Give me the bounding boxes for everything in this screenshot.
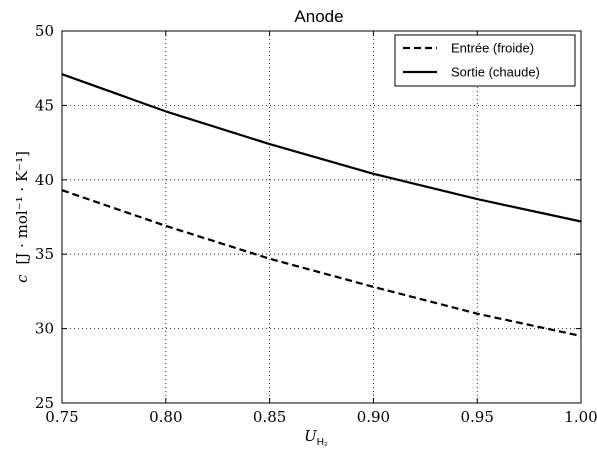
legend: Entrée (froide) Sortie (chaude) xyxy=(394,34,576,87)
y-axis-label: c[J · mol⁻¹ · K⁻¹] xyxy=(13,151,31,283)
legend-label-sortie: Sortie (chaude) xyxy=(451,65,540,80)
x-tick-label: 0.75 xyxy=(45,408,78,426)
plot-area xyxy=(61,30,582,404)
y-tick-label: 50 xyxy=(35,22,54,40)
ticks: 0.75 0.80 0.85 0.90 0.95 1.00 25 30 35 40 45 50 xyxy=(35,22,597,426)
y-tick-label: 45 xyxy=(35,96,54,114)
x-tick-label: 0.95 xyxy=(460,408,493,426)
series-lines xyxy=(61,73,582,338)
chart-title: Anode xyxy=(294,7,343,26)
series-line-entree xyxy=(61,189,582,338)
x-tick-label: 0.90 xyxy=(357,408,390,426)
x-tick-label: 0.80 xyxy=(149,408,182,426)
x-tick-label: 1.00 xyxy=(564,408,597,426)
x-tick-label: 0.85 xyxy=(253,408,286,426)
grid xyxy=(62,31,581,403)
y-tick-label: 40 xyxy=(35,171,54,189)
series-line-sortie xyxy=(61,73,582,223)
y-tick-label: 25 xyxy=(35,394,54,412)
legend-box xyxy=(394,34,576,87)
legend-label-entree: Entrée (froide) xyxy=(451,41,534,56)
y-tick-label: 35 xyxy=(35,245,54,263)
x-axis-label: UH₂ xyxy=(304,427,328,448)
y-tick-label: 30 xyxy=(35,320,54,338)
